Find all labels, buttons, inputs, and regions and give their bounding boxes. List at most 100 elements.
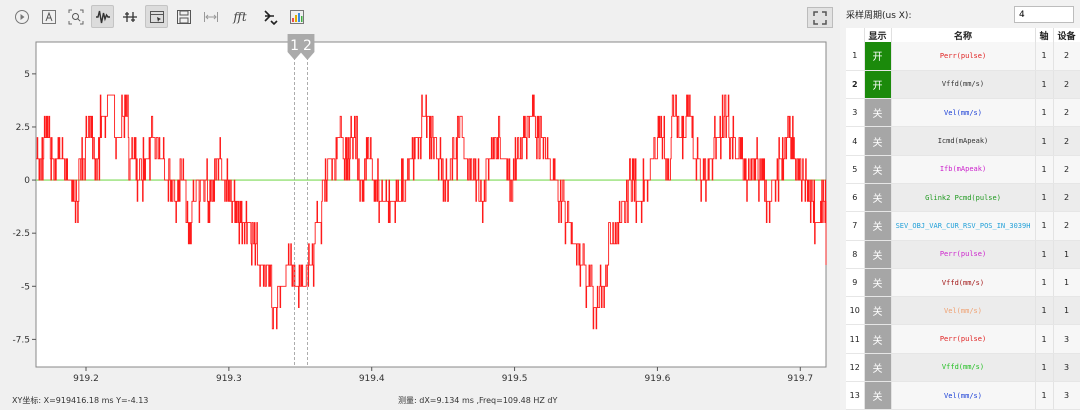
channel-device[interactable]: 2 (1053, 126, 1080, 156)
sort-button[interactable] (258, 5, 281, 28)
play-icon (14, 9, 29, 24)
channel-name[interactable]: Icmd(mApeak) (891, 126, 1036, 156)
visibility-toggle[interactable]: 关 (864, 183, 892, 213)
x-tick-label: 919.7 (787, 374, 813, 384)
channel-axis[interactable]: 1 (1035, 353, 1054, 383)
visibility-toggle[interactable]: 关 (864, 126, 892, 156)
channel-name[interactable]: Perr(pulse) (891, 42, 1036, 71)
visibility-toggle[interactable]: 关 (864, 268, 892, 298)
channel-row[interactable]: 12 关 Vffd(mm/s) 1 3 (846, 353, 1080, 383)
channel-name[interactable]: Vffd(mm/s) (891, 268, 1036, 298)
visibility-toggle[interactable]: 关 (864, 324, 892, 354)
text-a-button[interactable] (37, 5, 60, 28)
bar-chart-button[interactable] (285, 5, 308, 28)
row-index: 4 (846, 126, 865, 156)
channel-device[interactable]: 3 (1053, 381, 1080, 410)
channel-row[interactable]: 11 关 Perr(pulse) 1 3 (846, 324, 1080, 354)
visibility-toggle[interactable]: 关 (864, 296, 892, 326)
measure-cursor-label: 1 (290, 38, 299, 54)
channel-name[interactable]: Glink2 Pcmd(pulse) (891, 183, 1036, 213)
zoom-fit-button[interactable] (64, 5, 87, 28)
text-a-icon (41, 9, 56, 24)
channel-axis[interactable]: 1 (1035, 240, 1054, 269)
zoom-fit-icon (68, 9, 83, 24)
channel-axis[interactable]: 1 (1035, 42, 1054, 71)
channel-device[interactable]: 1 (1053, 296, 1080, 326)
y-tick-label: -7.5 (12, 335, 30, 345)
channel-device[interactable]: 2 (1053, 70, 1080, 100)
channel-device[interactable]: 2 (1053, 211, 1080, 241)
channel-name[interactable]: Perr(pulse) (891, 240, 1036, 269)
channel-device[interactable]: 2 (1053, 98, 1080, 128)
sample-period-label: 采样周期(us X): (846, 11, 912, 21)
row-index: 10 (846, 296, 865, 326)
column-header-name[interactable]: 名称 (891, 28, 1036, 42)
channel-axis[interactable]: 1 (1035, 296, 1054, 326)
visibility-toggle[interactable]: 关 (864, 240, 892, 269)
column-header-device[interactable]: 设备 (1053, 28, 1080, 42)
visibility-toggle[interactable]: 开 (864, 70, 892, 100)
cursor-button[interactable] (118, 5, 141, 28)
channel-axis[interactable]: 1 (1035, 98, 1054, 128)
channel-name[interactable]: Perr(pulse) (891, 324, 1036, 354)
channel-name[interactable]: Vel(mm/s) (891, 98, 1036, 128)
channel-axis[interactable]: 1 (1035, 324, 1054, 354)
channel-row[interactable]: 6 关 Glink2 Pcmd(pulse) 1 2 (846, 183, 1080, 213)
channel-row[interactable]: 8 关 Perr(pulse) 1 1 (846, 240, 1080, 269)
column-header-axis[interactable]: 轴 (1035, 28, 1054, 42)
channel-row[interactable]: 13 关 Vel(mm/s) 1 3 (846, 381, 1080, 410)
channel-name[interactable]: Vel(mm/s) (891, 296, 1036, 326)
waveform-button[interactable] (91, 5, 114, 28)
fft-button[interactable]: fft (226, 5, 254, 28)
fullscreen-button[interactable] (807, 7, 833, 28)
channel-device[interactable]: 3 (1053, 353, 1080, 383)
channel-name[interactable]: Ifb(mApeak) (891, 155, 1036, 184)
channel-device[interactable]: 2 (1053, 183, 1080, 213)
visibility-toggle[interactable]: 关 (864, 353, 892, 383)
channel-name[interactable]: SEV_OBJ_VAR_CUR_RSV_POS_IN_3039H (891, 211, 1036, 241)
channel-row[interactable]: 10 关 Vel(mm/s) 1 1 (846, 296, 1080, 326)
measure-width-button[interactable] (199, 5, 222, 28)
channel-axis[interactable]: 1 (1035, 70, 1054, 100)
measure-cursor-label: 2 (303, 38, 312, 54)
sample-period-input[interactable] (1014, 6, 1074, 23)
toolbar: fft (10, 5, 308, 29)
channel-device[interactable]: 3 (1053, 324, 1080, 354)
visibility-toggle[interactable]: 关 (864, 381, 892, 410)
xy-coordinate-readout: XY坐标: X=919416.18 ms Y=-4.13 (12, 396, 149, 405)
channel-row[interactable]: 2 开 Vffd(mm/s) 1 2 (846, 70, 1080, 100)
channel-axis[interactable]: 1 (1035, 155, 1054, 184)
channel-device[interactable]: 2 (1053, 155, 1080, 184)
channel-row[interactable]: 3 关 Vel(mm/s) 1 2 (846, 98, 1080, 128)
channel-table: 显示 名称 轴 设备 1 开 Perr(pulse) 1 2 2 开 Vffd(mm/s) 1 2… (846, 28, 1080, 410)
channel-device[interactable]: 1 (1053, 268, 1080, 298)
channel-panel: 采样周期(us X): 显示 名称 轴 设备 1开Perr(pulse)122开… (840, 0, 1080, 410)
select-area-button[interactable] (145, 5, 168, 28)
channel-row[interactable]: 5 关 Ifb(mApeak) 1 2 (846, 155, 1080, 184)
play-button[interactable] (10, 5, 33, 28)
channel-axis[interactable]: 1 (1035, 126, 1054, 156)
channel-axis[interactable]: 1 (1035, 211, 1054, 241)
channel-name[interactable]: Vffd(mm/s) (891, 70, 1036, 100)
waveform-plot[interactable]: 5 2.5 0 -2.5 -5 -7.5 919.2 919.3 919.4 919.5 919.6… (0, 30, 840, 392)
x-tick-label: 919.2 (73, 374, 99, 384)
channel-name[interactable]: Vel(mm/s) (891, 381, 1036, 410)
visibility-toggle[interactable]: 开 (864, 42, 892, 71)
fft-icon: fft (233, 9, 247, 24)
channel-row[interactable]: 4 关 Icmd(mApeak) 1 2 (846, 126, 1080, 156)
channel-row[interactable]: 1 开 Perr(pulse) 1 2 (846, 42, 1080, 71)
status-bar: XY坐标: X=919416.18 ms Y=-4.13 测量: dX=9.13… (0, 392, 840, 410)
visibility-toggle[interactable]: 关 (864, 98, 892, 128)
column-header-show[interactable]: 显示 (864, 28, 892, 42)
channel-name[interactable]: Vffd(mm/s) (891, 353, 1036, 383)
channel-axis[interactable]: 1 (1035, 381, 1054, 410)
channel-row[interactable]: 9 关 Vffd(mm/s) 1 1 (846, 268, 1080, 298)
channel-device[interactable]: 1 (1053, 240, 1080, 269)
channel-row[interactable]: 7 关 SEV_OBJ_VAR_CUR_RSV_POS_IN_3039H 1 2 (846, 211, 1080, 241)
visibility-toggle[interactable]: 关 (864, 211, 892, 241)
save-button[interactable] (172, 5, 195, 28)
channel-axis[interactable]: 1 (1035, 183, 1054, 213)
visibility-toggle[interactable]: 关 (864, 155, 892, 184)
channel-device[interactable]: 2 (1053, 42, 1080, 71)
channel-axis[interactable]: 1 (1035, 268, 1054, 298)
